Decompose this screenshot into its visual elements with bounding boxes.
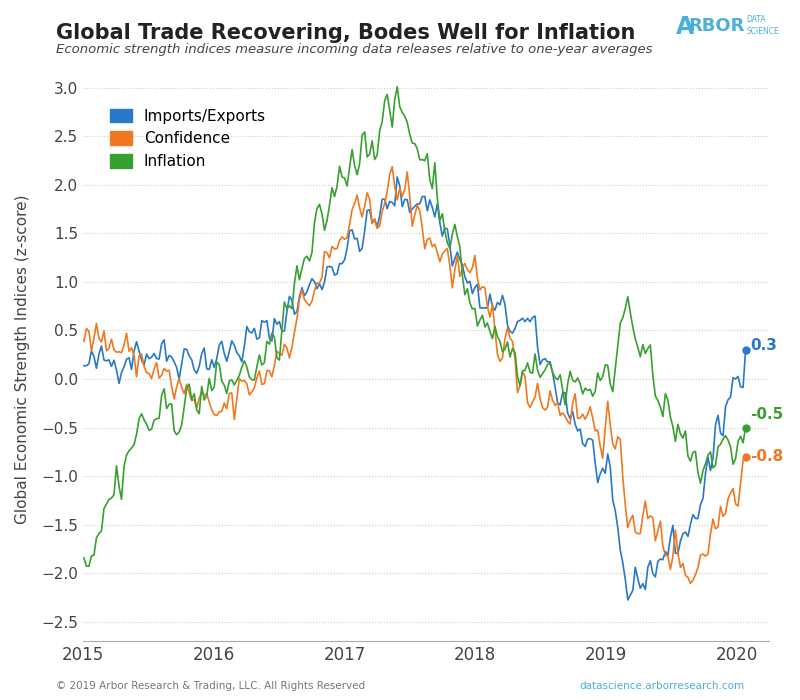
Text: -0.8: -0.8 [750,449,783,464]
Text: DATA
SCIENCE: DATA SCIENCE [746,15,779,36]
Text: © 2019 Arbor Research & Trading, LLC. All Rights Reserved: © 2019 Arbor Research & Trading, LLC. Al… [56,681,365,691]
Text: RBOR: RBOR [688,17,744,35]
Text: datascience.arborresearch.com: datascience.arborresearch.com [579,681,744,691]
Legend: Imports/Exports, Confidence, Inflation: Imports/Exports, Confidence, Inflation [104,102,272,175]
Text: Economic strength indices measure incoming data releases relative to one-year av: Economic strength indices measure incomi… [56,43,653,57]
Text: A: A [676,15,694,39]
Text: -0.5: -0.5 [750,407,783,422]
Text: Global Trade Recovering, Bodes Well for Inflation: Global Trade Recovering, Bodes Well for … [56,23,635,43]
Y-axis label: Global Economic Strength Indices (z-score): Global Economic Strength Indices (z-scor… [15,195,30,524]
Text: 0.3: 0.3 [750,337,777,353]
